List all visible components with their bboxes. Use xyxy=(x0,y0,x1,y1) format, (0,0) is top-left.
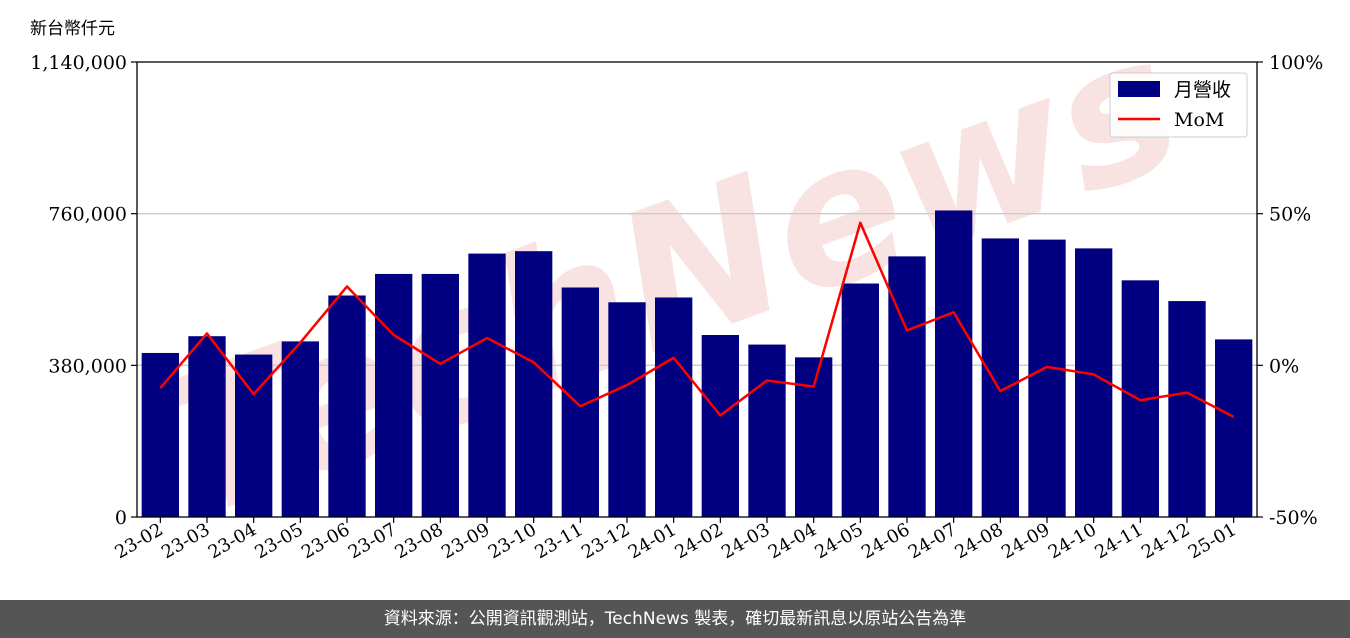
bar-24-01 xyxy=(655,297,693,517)
x-tick-label: 24-01 xyxy=(625,519,680,563)
bar-23-03 xyxy=(188,336,226,517)
x-tick-label: 24-08 xyxy=(951,519,1006,563)
x-tick-label: 23-07 xyxy=(345,519,400,563)
bar-23-02 xyxy=(141,352,179,517)
x-tick-label: 24-06 xyxy=(858,519,913,563)
bar-23-06 xyxy=(328,295,366,517)
grid-lines xyxy=(137,213,1257,366)
right-tick-label: 0% xyxy=(1269,355,1299,377)
bar-23-10 xyxy=(515,251,553,517)
bar-24-08 xyxy=(981,238,1019,517)
left-tick-label: 0 xyxy=(115,507,127,529)
source-footer: 資料來源：公開資訊觀測站，TechNews 製表，確切最新訊息以原站公告為準 xyxy=(0,600,1350,638)
plot-frame xyxy=(136,61,1258,518)
x-tick-label: 24-12 xyxy=(1138,519,1193,563)
bar-24-05 xyxy=(841,283,879,517)
left-tick-label: 380,000 xyxy=(48,355,127,377)
x-tick-label: 24-09 xyxy=(998,519,1053,563)
legend: 月營收 MoM xyxy=(1109,72,1248,138)
bar-23-12 xyxy=(608,302,646,517)
right-tick-label: 50% xyxy=(1269,204,1311,226)
x-tick-label: 24-07 xyxy=(905,519,960,563)
x-tick-label: 24-02 xyxy=(671,519,726,563)
right-tick-label: -50% xyxy=(1269,507,1318,529)
bar-23-08 xyxy=(421,273,459,517)
bar-24-02 xyxy=(701,335,739,517)
bar-24-12 xyxy=(1168,301,1206,517)
x-tick-label: 24-05 xyxy=(811,519,866,563)
bar-24-09 xyxy=(1028,239,1066,517)
left-tick-label: 1,140,000 xyxy=(30,52,127,74)
revenue-chart: TechNews 0380,000760,0001,140,000-50%0%5… xyxy=(30,0,1323,563)
x-tick-label: 24-04 xyxy=(765,519,820,563)
x-tick-label: 23-08 xyxy=(391,519,446,563)
mom-line xyxy=(159,221,1235,419)
left-tick-label: 760,000 xyxy=(48,204,127,226)
legend-label-mom: MoM xyxy=(1174,109,1224,131)
x-tick-label: 23-09 xyxy=(438,519,493,563)
right-tick-label: 100% xyxy=(1269,52,1323,74)
legend-swatch-bar xyxy=(1118,81,1160,97)
bar-25-01 xyxy=(1215,339,1253,517)
mom-line-series xyxy=(159,221,1235,419)
bar-23-11 xyxy=(561,287,599,517)
bar-23-09 xyxy=(468,253,506,517)
x-tick-label: 23-03 xyxy=(158,519,213,563)
x-tick-label: 23-11 xyxy=(531,519,586,563)
unit-label: 新台幣仟元 xyxy=(30,19,115,39)
bar-series xyxy=(141,210,1253,517)
bar-23-05 xyxy=(281,341,319,517)
x-tick-label: 24-03 xyxy=(718,519,773,563)
x-tick-label: 23-10 xyxy=(485,519,540,563)
x-tick-label: 25-01 xyxy=(1185,519,1240,563)
bar-23-07 xyxy=(375,273,413,517)
bar-24-04 xyxy=(795,357,833,517)
x-tick-label: 24-11 xyxy=(1091,519,1146,563)
x-tick-label: 24-10 xyxy=(1045,519,1100,563)
bar-24-07 xyxy=(935,210,973,517)
x-tick-label: 23-12 xyxy=(578,519,633,563)
legend-label-revenue: 月營收 xyxy=(1174,79,1231,101)
bar-24-06 xyxy=(888,256,926,517)
bar-24-03 xyxy=(748,344,786,517)
